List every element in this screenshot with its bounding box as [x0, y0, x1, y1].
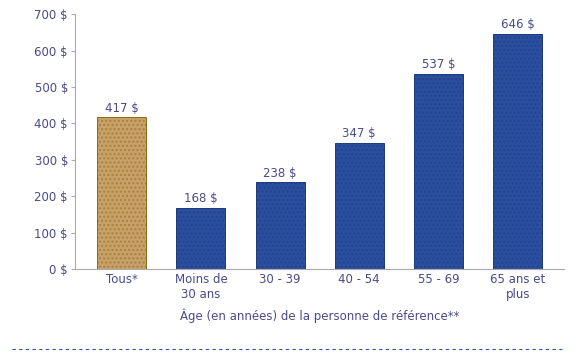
Text: 238 $: 238 $	[263, 167, 297, 180]
Bar	[493, 34, 542, 269]
Bar	[335, 143, 384, 269]
Bar	[176, 208, 225, 269]
X-axis label: Âge (en années) de la personne de référence**: Âge (en années) de la personne de référe…	[180, 308, 460, 322]
Bar	[335, 143, 384, 269]
Text: 347 $: 347 $	[343, 127, 376, 140]
Bar	[97, 117, 146, 269]
Bar	[414, 74, 463, 269]
Text: 537 $: 537 $	[422, 58, 455, 71]
Text: 168 $: 168 $	[184, 192, 218, 205]
Bar	[256, 182, 305, 269]
Bar	[176, 208, 225, 269]
Bar	[414, 74, 463, 269]
Bar	[493, 34, 542, 269]
Bar	[256, 182, 305, 269]
Bar	[97, 117, 146, 269]
Text: 417 $: 417 $	[105, 102, 139, 115]
Text: 646 $: 646 $	[501, 18, 535, 31]
